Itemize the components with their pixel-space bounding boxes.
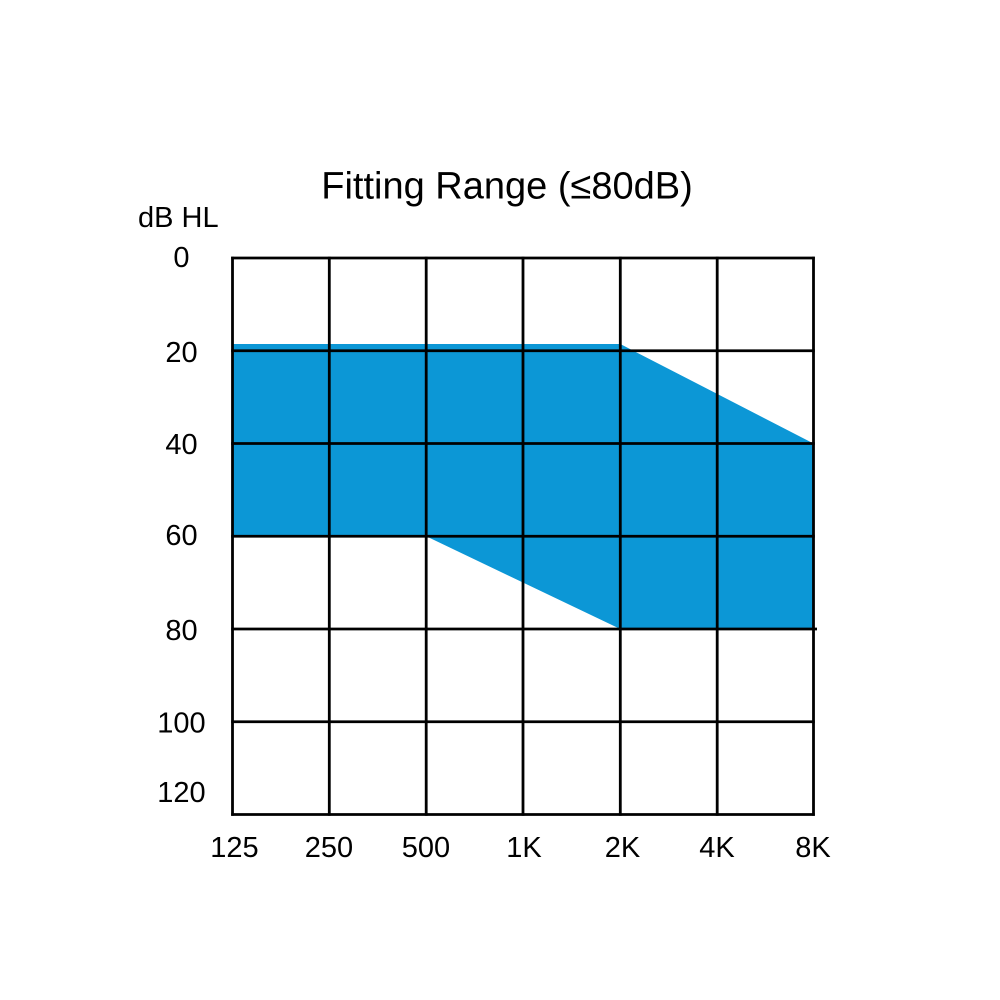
svg-text:125: 125	[210, 832, 258, 864]
svg-text:60: 60	[165, 520, 197, 552]
svg-text:500: 500	[402, 832, 450, 864]
svg-text:120: 120	[157, 777, 205, 809]
svg-text:4K: 4K	[699, 832, 735, 864]
svg-text:0: 0	[173, 242, 189, 274]
svg-text:2K: 2K	[605, 832, 641, 864]
svg-text:250: 250	[305, 832, 353, 864]
svg-text:8K: 8K	[795, 832, 831, 864]
svg-text:dB HL: dB HL	[138, 202, 219, 234]
svg-text:80: 80	[165, 615, 197, 647]
svg-text:100: 100	[157, 708, 205, 740]
svg-text:40: 40	[165, 429, 197, 461]
svg-text:20: 20	[165, 337, 197, 369]
svg-text:1K: 1K	[506, 832, 542, 864]
svg-text:Fitting Range (≤80dB): Fitting Range (≤80dB)	[321, 166, 692, 208]
